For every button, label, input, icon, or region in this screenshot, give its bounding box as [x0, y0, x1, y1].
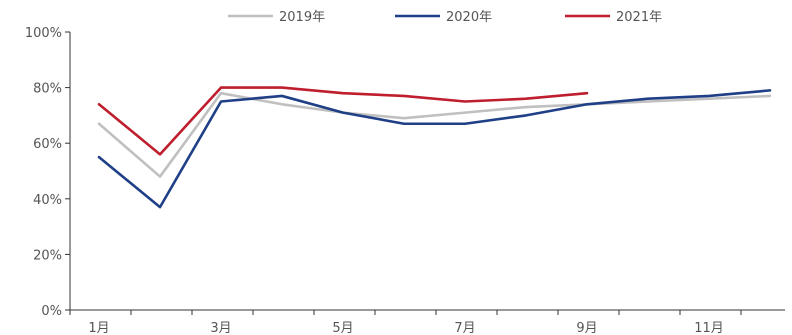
x-axis: 1月 3月 5月 7月 9月 11月	[69, 309, 785, 335]
y-tick-label: 20%	[33, 248, 62, 263]
x-tick-label: 3月	[210, 321, 231, 335]
y-tick-label: 80%	[33, 82, 62, 97]
y-tick-label: 60%	[33, 137, 62, 152]
legend-label: 2019年	[279, 10, 325, 25]
x-tick-label: 11月	[694, 321, 724, 335]
x-tick-label: 5月	[332, 321, 353, 335]
y-axis: 0% 20% 40% 60% 80% 100%	[25, 26, 71, 319]
y-tick-label: 40%	[33, 193, 62, 208]
series-line-2019年	[97, 91, 772, 178]
series-line-2020年	[97, 89, 772, 209]
y-tick-label: 100%	[25, 26, 62, 41]
legend-label: 2021年	[616, 10, 662, 25]
y-tick-label: 0%	[41, 304, 62, 319]
legend-label: 2020年	[446, 10, 492, 25]
legend: 2019年 2020年 2021年	[228, 10, 662, 25]
x-tick-label: 1月	[88, 321, 109, 335]
series-lines	[97, 86, 772, 209]
series-line-2021年	[97, 86, 589, 156]
x-tick-label: 7月	[454, 321, 475, 335]
x-tick-label: 9月	[576, 321, 597, 335]
